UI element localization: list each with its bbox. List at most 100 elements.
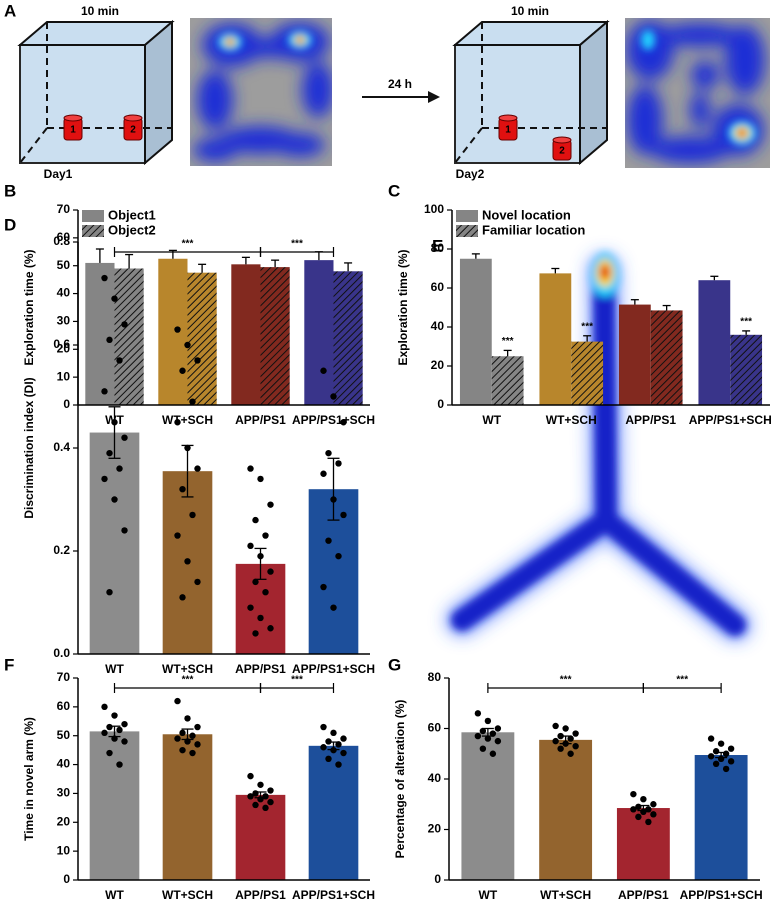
y-tick-label: 60 bbox=[57, 699, 71, 713]
error-bar bbox=[559, 735, 572, 740]
y-tick-label: 60 bbox=[57, 230, 71, 244]
panel-label: C bbox=[388, 181, 400, 200]
legend-swatch bbox=[82, 225, 104, 237]
arrow bbox=[362, 91, 440, 103]
y-tick-label: 10 bbox=[57, 843, 71, 857]
y-tick-label: 50 bbox=[57, 258, 71, 272]
x-tick-label: WT+SCH bbox=[546, 413, 597, 427]
y-tick-label: 80 bbox=[431, 241, 445, 255]
data-point bbox=[567, 750, 574, 757]
panel-label: D bbox=[4, 215, 16, 234]
bar bbox=[698, 280, 731, 405]
data-point bbox=[479, 745, 487, 752]
bar bbox=[333, 271, 363, 405]
chart: C Exploration time (%) 0 20 40 60 80 100 Novel l… bbox=[388, 181, 772, 427]
object bbox=[552, 136, 572, 161]
arrow-label: 24 h bbox=[388, 77, 412, 91]
bar bbox=[89, 731, 140, 880]
data-point bbox=[101, 475, 108, 483]
object-label: 1 bbox=[70, 125, 76, 136]
data-point bbox=[121, 434, 128, 441]
data-point bbox=[335, 741, 342, 748]
bar bbox=[539, 273, 572, 405]
annotation: *** bbox=[581, 321, 593, 332]
data-point bbox=[484, 735, 492, 742]
data-point bbox=[717, 740, 725, 747]
error-bar bbox=[637, 804, 650, 809]
y-tick-label: 30 bbox=[57, 786, 71, 800]
panel-label: G bbox=[388, 655, 401, 674]
data-point bbox=[247, 772, 254, 780]
data-point bbox=[712, 748, 720, 755]
legend-swatch bbox=[456, 210, 478, 222]
annotation: *** bbox=[502, 336, 514, 347]
data-point bbox=[174, 735, 181, 742]
bar bbox=[571, 341, 604, 405]
significance-label: *** bbox=[676, 675, 688, 686]
data-point bbox=[101, 703, 108, 711]
y-tick-label: 0.6 bbox=[53, 337, 70, 351]
significance-label: *** bbox=[291, 239, 303, 250]
data-point bbox=[494, 737, 502, 745]
data-point bbox=[179, 367, 186, 374]
x-tick-label: APP/PS1+SCH bbox=[680, 888, 763, 902]
data-point bbox=[320, 583, 327, 591]
error-bar bbox=[662, 304, 671, 311]
error-bar bbox=[481, 727, 494, 733]
data-point bbox=[340, 749, 347, 757]
error-bar bbox=[471, 253, 480, 259]
error-bar bbox=[95, 248, 104, 263]
x-tick-label: WT+SCH bbox=[162, 413, 213, 427]
panel-label: E bbox=[432, 236, 443, 255]
significance-label: *** bbox=[560, 675, 572, 686]
legend-label: Object1 bbox=[108, 207, 156, 222]
panel-label: F bbox=[4, 655, 14, 674]
data-point bbox=[257, 614, 264, 622]
data-point bbox=[572, 742, 579, 750]
data-point bbox=[174, 326, 181, 333]
chart: D Discrimination index (DI) 0.0 0.2 0.4 0.6 0.… bbox=[4, 215, 375, 676]
y-tick-label: 100 bbox=[424, 202, 444, 216]
object-label: 2 bbox=[130, 125, 136, 136]
data-point bbox=[267, 568, 274, 575]
data-point bbox=[474, 710, 482, 717]
day-label: Day1 bbox=[44, 167, 73, 181]
bar bbox=[260, 267, 290, 405]
y-tick-label: 70 bbox=[57, 670, 71, 684]
data-point bbox=[562, 725, 569, 732]
y-tick-label: 30 bbox=[57, 314, 71, 328]
error-bar bbox=[271, 259, 280, 268]
chart: G Percentage of alteration (%) 0 20 40 60 80 **… bbox=[388, 655, 763, 902]
error-bar bbox=[125, 253, 134, 269]
data-point bbox=[340, 419, 347, 426]
bar bbox=[694, 755, 748, 880]
x-tick-label: WT+SCH bbox=[540, 888, 591, 902]
data-point bbox=[247, 465, 254, 472]
significance-bracket bbox=[259, 247, 335, 257]
data-point bbox=[101, 729, 108, 737]
data-point bbox=[252, 801, 259, 809]
y-tick-label: 50 bbox=[57, 728, 71, 742]
significance-label: *** bbox=[182, 239, 194, 250]
data-point bbox=[650, 801, 657, 808]
data-point bbox=[557, 745, 564, 752]
duration: 10 min bbox=[511, 4, 549, 18]
data-point bbox=[325, 755, 332, 762]
error-bar bbox=[254, 547, 267, 564]
y-tick-label: 0 bbox=[437, 397, 444, 411]
data-point bbox=[247, 604, 254, 611]
data-point bbox=[121, 720, 128, 728]
data-point bbox=[320, 744, 327, 751]
data-point bbox=[494, 725, 502, 732]
y-tick-label: 20 bbox=[57, 814, 71, 828]
data-point bbox=[179, 594, 186, 601]
day-label: Day2 bbox=[456, 167, 485, 181]
x-tick-label: APP/PS1 bbox=[618, 888, 669, 902]
data-point bbox=[567, 735, 574, 742]
significance-label: *** bbox=[291, 675, 303, 686]
data-point bbox=[106, 449, 113, 457]
data-point bbox=[252, 578, 259, 586]
y-tick-label: 0.4 bbox=[53, 440, 70, 454]
y-axis-label: Time in novel arm (%) bbox=[22, 717, 36, 841]
error-bar bbox=[327, 457, 340, 490]
